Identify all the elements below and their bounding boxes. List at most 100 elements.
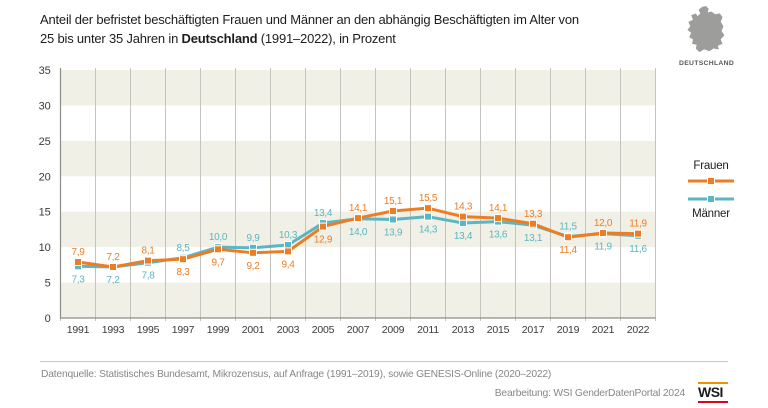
data-point-marker [389,207,397,216]
data-point-label: 9,9 [246,233,260,244]
data-point-marker [389,215,397,224]
credit-note: Bearbeitung: WSI GenderDatenPortal 2024 [494,388,685,399]
x-tick-label: 1999 [207,324,230,336]
x-tick-label: 1993 [102,324,125,336]
x-tick-label: 2011 [417,324,439,336]
y-tick-label: 0 [45,313,51,325]
x-tick-label: 2015 [487,324,510,336]
line-chart: 0 5 10 15 20 25 30 35 1991 1993 1995 1997 1999 2001 20… [39,65,656,336]
data-point-marker [319,222,327,231]
data-point-label: 8,3 [176,267,190,278]
data-point-label: 10,0 [209,232,228,243]
data-point-marker [144,256,152,265]
data-point-label: 14,3 [419,225,438,236]
data-point-label: 13,4 [314,208,333,219]
x-tick-label: 2021 [592,324,615,336]
legend-label-maenner: Männer [692,208,730,220]
data-point-label: 13,6 [489,230,508,241]
wsi-logo: WSI [698,382,728,403]
chart-title: Anteil der befristet beschäftigten Fraue… [40,10,670,48]
chart-band [60,282,656,318]
wsi-logo-bottom-line [698,401,728,403]
data-point-marker [284,247,292,256]
data-point-label: 13,4 [454,231,473,242]
data-point-label: 7,8 [141,271,155,282]
x-tick-label: 1995 [137,324,160,336]
data-point-label: 7,3 [71,274,85,285]
data-point-marker [424,212,432,221]
data-point-label: 7,9 [71,247,85,258]
data-point-label: 13,1 [524,233,543,244]
data-point-label: 7,2 [106,252,120,263]
germany-map-icon [687,6,725,53]
x-tick-label: 2009 [382,324,405,336]
data-point-label: 8,5 [176,243,190,254]
y-tick-label: 35 [39,65,51,77]
data-point-label: 13,9 [384,228,403,239]
data-point-label: 14,1 [349,203,368,214]
data-point-label: 14,3 [454,202,473,213]
x-tick-label: 2019 [557,324,580,336]
data-point-marker [249,248,257,257]
data-point-marker [564,233,572,242]
chart-title-country-bold: Deutschland [181,31,258,46]
data-point-marker [354,214,362,223]
data-point-label: 8,1 [141,246,155,257]
y-tick-label: 15 [39,207,51,219]
y-tick-label: 30 [39,100,51,112]
germany-map-caption: DEUTSCHLAND [679,60,735,67]
data-point-label: 9,7 [211,257,225,268]
data-point-marker [459,212,467,221]
y-tick-label: 25 [39,136,51,148]
data-point-label: 9,4 [281,259,295,270]
x-tick-label: 2017 [522,324,545,336]
legend-label-frauen: Frauen [693,160,729,172]
data-point-label: 12,0 [594,218,613,229]
data-point-marker [424,204,432,213]
data-point-label: 15,1 [384,196,403,207]
x-tick-label: 2007 [347,324,370,336]
data-point-label: 11,5 [559,222,577,233]
data-point-label: 11,4 [559,245,577,256]
data-point-label: 9,2 [246,261,260,272]
data-point-marker [529,219,537,228]
x-axis-tick-labels: 1991 1993 1995 1997 1999 2001 2003 2005 2007 2009… [67,324,650,336]
data-point-label: 12,9 [314,235,333,246]
data-point-marker [599,228,607,237]
y-axis-tick-labels: 0 5 10 15 20 25 30 35 [39,65,51,325]
x-tick-label: 2003 [277,324,300,336]
data-point-labels: 7,9 7,3 7,2 7,2 8,1 7,8 8,3 8,5 9,7 10,0 9,2 9,9 9,4… [71,193,647,286]
x-tick-label: 2022 [627,324,650,336]
data-point-label: 14,1 [489,203,508,214]
data-point-marker [494,214,502,223]
footer-divider [40,361,728,362]
x-tick-label: 2013 [452,324,475,336]
y-tick-label: 10 [39,242,51,254]
x-tick-label: 1991 [67,324,90,336]
data-point-marker [214,245,222,254]
data-point-label: 15,5 [419,193,438,204]
wsi-logo-top-line [698,382,728,384]
data-point-label: 11,9 [629,219,647,230]
chart-legend: Frauen Männer [680,160,742,220]
data-point-marker [109,262,117,271]
chart-band [60,70,656,106]
frauen-line-icon [688,177,734,185]
data-source-note: Datenquelle: Statistisches Bundesamt, Mi… [41,369,552,380]
data-point-marker [179,255,187,264]
x-tick-label: 1997 [172,324,195,336]
maenner-line-icon [688,195,734,203]
germany-map-box: DEUTSCHLAND [679,6,735,67]
chart-title-line1: Anteil der befristet beschäftigten Fraue… [40,12,579,27]
data-point-label: 11,9 [594,242,612,253]
chart-band [60,140,656,177]
y-tick-label: 20 [39,171,51,183]
wsi-logo-text: WSI [698,384,723,400]
chart-title-line2: 25 bis unter 35 Jahren in Deutschland (1… [40,31,396,46]
data-point-label: 14,0 [349,227,368,238]
data-point-label: 11,6 [629,244,647,255]
data-point-label: 10,3 [279,230,298,241]
data-point-label: 13,3 [524,209,543,220]
data-point-marker [634,229,642,238]
